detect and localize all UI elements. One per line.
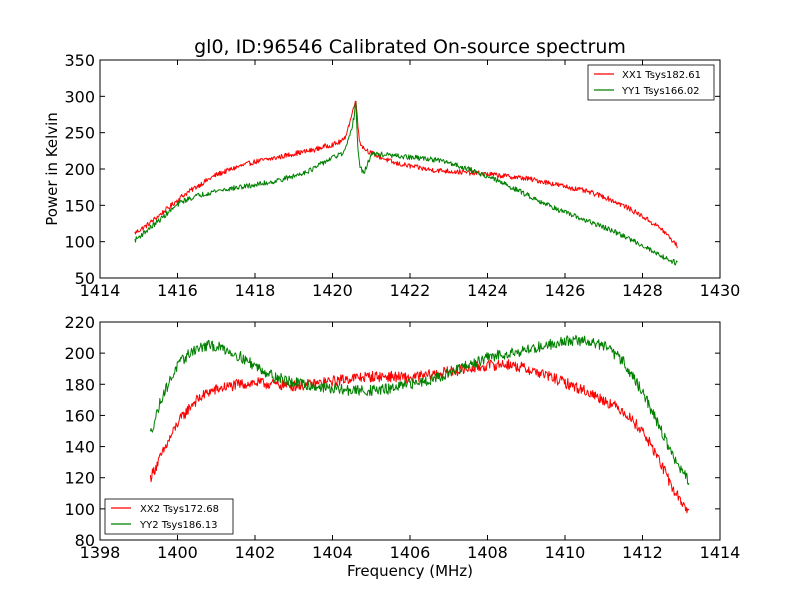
top-legend: XX1 Tsys182.61 YY1 Tsys166.02	[587, 64, 715, 101]
bottom-legend-box	[104, 498, 234, 535]
top-series-line-1	[134, 102, 678, 266]
bottom-legend-label-xx2: XX2 Tsys172.68	[140, 504, 219, 515]
bottom-plot-area	[149, 334, 690, 514]
bottom-series-lines	[149, 334, 690, 514]
top-legend-box	[587, 64, 715, 101]
bottom-x-tick-label: 1406	[390, 543, 431, 562]
bottom-y-tick-label: 80	[75, 531, 95, 550]
bottom-y-tick-label: 160	[64, 406, 95, 425]
bottom-x-tick-label: 1414	[700, 543, 741, 562]
top-axis-ticks: 1414 1416 1418 1420 1422 1424 1426 1428 1430 50 10…	[64, 51, 740, 300]
bottom-series-line-0	[149, 359, 690, 514]
bottom-x-tick-label: 1412	[622, 543, 663, 562]
bottom-x-tick-label: 1410	[545, 543, 586, 562]
bottom-axis-ticks: 1398 1400 1402 1404 1406 1408 1410 1412 1414 80 10…	[64, 313, 740, 562]
bottom-y-tick-label: 100	[64, 500, 95, 519]
bottom-x-tick-label: 1404	[312, 543, 353, 562]
top-x-tick-label: 1420	[312, 281, 353, 300]
top-y-tick-label: 100	[64, 233, 95, 252]
top-x-tick-label: 1414	[80, 281, 121, 300]
bottom-series-line-1	[149, 334, 690, 486]
chart-title: gl0, ID:96546 Calibrated On-source spect…	[194, 36, 626, 58]
top-x-tick-label: 1430	[700, 281, 741, 300]
bottom-x-tick-label: 1402	[235, 543, 276, 562]
top-y-tick-label: 250	[64, 124, 95, 143]
bottom-legend: XX2 Tsys172.68 YY2 Tsys186.13	[104, 498, 234, 535]
bottom-x-axis-label: Frequency (MHz)	[347, 562, 473, 580]
top-series-line-0	[134, 100, 678, 249]
top-x-tick-label: 1418	[235, 281, 276, 300]
top-legend-label-yy1: YY1 Tsys166.02	[621, 86, 700, 97]
top-y-tick-label: 350	[64, 51, 95, 70]
bottom-y-tick-label: 200	[64, 344, 95, 363]
bottom-x-tick-label: 1408	[467, 543, 508, 562]
top-plot-area	[134, 100, 678, 266]
top-x-tick-label: 1428	[622, 281, 663, 300]
top-y-tick-label: 200	[64, 160, 95, 179]
bottom-x-tick-label: 1400	[157, 543, 198, 562]
top-legend-label-xx1: XX1 Tsys182.61	[622, 70, 701, 81]
top-series-lines	[134, 100, 678, 266]
bottom-y-tick-label: 140	[64, 438, 95, 457]
bottom-y-tick-label: 180	[64, 375, 95, 394]
bottom-x-tick-label: 1398	[80, 543, 121, 562]
top-x-tick-label: 1424	[467, 281, 508, 300]
bottom-y-tick-label: 120	[64, 469, 95, 488]
top-y-tick-label: 150	[64, 196, 95, 215]
top-y-axis-label: Power in Kelvin	[43, 112, 61, 226]
top-x-tick-label: 1426	[545, 281, 586, 300]
top-y-tick-label: 300	[64, 87, 95, 106]
top-x-tick-label: 1416	[157, 281, 198, 300]
top-y-tick-label: 50	[75, 269, 95, 288]
bottom-y-tick-label: 220	[64, 313, 95, 332]
bottom-legend-label-yy2: YY2 Tsys186.13	[139, 520, 218, 531]
top-x-tick-label: 1422	[390, 281, 431, 300]
